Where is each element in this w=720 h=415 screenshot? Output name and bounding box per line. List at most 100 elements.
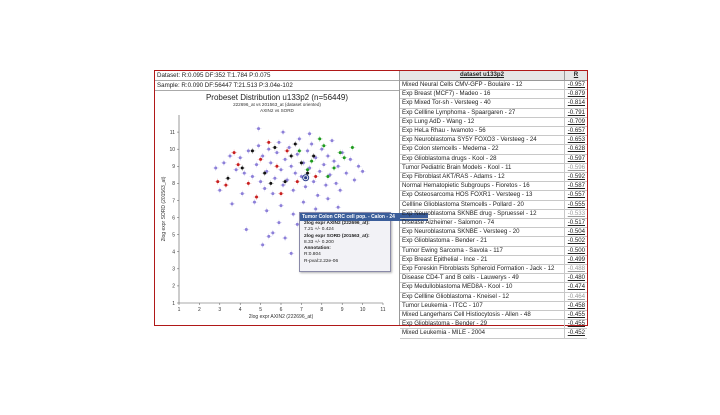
r-value-link[interactable]: -0.879: [564, 89, 587, 100]
r-value-link[interactable]: -0.957: [564, 80, 587, 91]
table-row[interactable]: Cellline Glioblastoma Stemcells - Pollar…: [400, 200, 587, 210]
table-row[interactable]: Exp Osteosarcoma HOS FOXR1 - Versteeg - …: [400, 190, 587, 201]
r-value-link[interactable]: -0.452: [564, 328, 587, 339]
table-row[interactable]: Exp Foreskin Fibroblasts Spheroid Format…: [400, 264, 587, 275]
dataset-name-cell[interactable]: Normal Hematopietic Subgroups - Fioretos…: [400, 181, 565, 192]
dataset-name-cell[interactable]: Exp Fibroblast AKT/RAS - Adams - 12: [400, 172, 565, 183]
r-value-link[interactable]: -0.587: [564, 181, 587, 192]
dataset-name-cell[interactable]: Exp HeLa Rhau - Iwamoto - 56: [400, 126, 565, 137]
column-header-dataset[interactable]: dataset u133p2: [400, 71, 565, 81]
r-value-link[interactable]: -0.628: [564, 144, 587, 155]
r-value-link[interactable]: -0.458: [564, 301, 587, 312]
dataset-name-cell[interactable]: Disease CD4-T and B cells - Lauwerys - 4…: [400, 273, 565, 284]
dataset-name-cell[interactable]: Tumor Ewing Sarcoma - Savola - 117: [400, 246, 565, 256]
table-row[interactable]: Mixed Leukemia - MILE - 2004 -0.452: [400, 328, 587, 339]
dataset-name-cell[interactable]: Exp Medulloblastoma MED8A - Kool - 10: [400, 282, 565, 293]
dataset-name-cell[interactable]: Disease Alzheimer - Salomon - 74: [400, 218, 565, 229]
table-row[interactable]: Tumor Leukemia - ITCC - 107 -0.458: [400, 301, 587, 312]
dataset-name-cell[interactable]: Mixed Neural Cells CMV-GFP - Boulaire - …: [400, 80, 565, 91]
table-row[interactable]: Exp Breast (MCF7) - Madeo - 16 -0.879: [400, 89, 587, 100]
table-row[interactable]: Exp Neuroblastoma SKNBE drug - Spruessel…: [400, 209, 587, 220]
r-value-link[interactable]: -0.597: [564, 154, 587, 164]
dataset-name-cell[interactable]: Exp Mixed Tor-sh - Versteeg - 40: [400, 98, 565, 109]
y-axis-label: 2log expr SORD (201563_at): [161, 176, 167, 241]
table-row[interactable]: Exp Breast Epithelial - Ince - 21 -0.499: [400, 255, 587, 266]
dataset-name-cell[interactable]: Exp Glioblastoma - Bender - 21: [400, 236, 565, 247]
dataset-name-cell[interactable]: Exp Neuroblastoma SKNBE drug - Spruessel…: [400, 209, 565, 220]
data-point: [312, 180, 316, 184]
data-point: [308, 166, 312, 170]
r-value-link[interactable]: -0.557: [564, 190, 587, 201]
x-tick-label: 10: [360, 307, 366, 313]
r-value-link[interactable]: -0.488: [564, 264, 587, 275]
table-row[interactable]: Mixed Langerhans Cell Histiocytosis - Al…: [400, 310, 587, 321]
r-value-link[interactable]: -0.474: [564, 282, 587, 293]
r-value-link[interactable]: -0.500: [564, 246, 587, 256]
r-value-link[interactable]: -0.533: [564, 209, 587, 220]
r-value-link[interactable]: -0.596: [564, 163, 587, 174]
r-value-link[interactable]: -0.653: [564, 135, 587, 146]
r-value-link[interactable]: -0.502: [564, 236, 587, 247]
r-value-link[interactable]: -0.814: [564, 98, 587, 109]
dataset-name-cell[interactable]: Tumor Leukemia - ITCC - 107: [400, 301, 565, 312]
data-point: [250, 175, 254, 179]
table-row[interactable]: Exp Neuroblastoma SKNBE - Versteeg - 20-…: [400, 227, 587, 238]
r-value-link[interactable]: -0.499: [564, 255, 587, 266]
dataset-name-cell[interactable]: Exp Osteosarcoma HOS FOXR1 - Versteeg - …: [400, 190, 565, 201]
table-row[interactable]: Exp Neuroblastoma SY5Y FOXO3 - Versteeg …: [400, 135, 587, 146]
r-value-link[interactable]: -0.480: [564, 273, 587, 284]
column-header-r[interactable]: R: [564, 71, 587, 81]
table-row[interactable]: Exp Glioblastoma - Bender - 21 -0.502: [400, 236, 587, 247]
table-row[interactable]: Exp Cellline Glioblastoma - Kneisel - 12…: [400, 292, 587, 302]
tooltip-y-label: 2log expr SORD (201563_at):: [304, 233, 370, 239]
r-value-link[interactable]: -0.657: [564, 126, 587, 137]
table-row[interactable]: Exp Glioblastoma drugs - Kool - 28 -0.597: [400, 154, 587, 164]
table-row[interactable]: Exp Colon stemcells - Medema - 22 -0.628: [400, 144, 587, 155]
dataset-name-cell[interactable]: Exp Foreskin Fibroblasts Spheroid Format…: [400, 264, 565, 275]
r-value-link[interactable]: -0.517: [564, 218, 587, 229]
table-row[interactable]: Tumor Ewing Sarcoma - Savola - 117 -0.500: [400, 246, 587, 256]
r-value-link[interactable]: -0.709: [564, 117, 587, 128]
r-value-link[interactable]: -0.592: [564, 172, 587, 183]
table-row[interactable]: Exp Glioblastoma - Bender - 29 -0.455: [400, 319, 587, 330]
table-row[interactable]: Disease Alzheimer - Salomon - 74 -0.517: [400, 218, 587, 229]
data-point: [295, 152, 299, 156]
dataset-name-cell[interactable]: Exp Glioblastoma - Bender - 29: [400, 319, 565, 330]
data-point-black: [226, 176, 230, 180]
data-point: [324, 183, 328, 187]
table-row[interactable]: Exp HeLa Rhau - Iwamoto - 56 -0.657: [400, 126, 587, 137]
dataset-name-cell[interactable]: Exp Neuroblastoma SKNBE - Versteeg - 20: [400, 227, 565, 238]
r-value-link[interactable]: -0.455: [564, 319, 587, 330]
table-row[interactable]: Tumor Pediatric Brain Models - Kool - 11…: [400, 163, 587, 174]
dataset-name-cell[interactable]: Tumor Pediatric Brain Models - Kool - 11: [400, 163, 565, 174]
dataset-name-cell[interactable]: Exp Neuroblastoma SY5Y FOXO3 - Versteeg …: [400, 135, 565, 146]
dataset-name-cell[interactable]: Exp Lung AdD - Wang - 12: [400, 117, 565, 128]
data-point: [244, 228, 248, 232]
dataset-name-cell[interactable]: Mixed Leukemia - MILE - 2004: [400, 328, 565, 339]
dataset-name-cell[interactable]: Exp Colon stemcells - Medema - 22: [400, 144, 565, 155]
data-point-red: [216, 180, 220, 184]
dataset-name-cell[interactable]: Exp Breast (MCF7) - Madeo - 16: [400, 89, 565, 100]
table-row[interactable]: Normal Hematopietic Subgroups - Fioretos…: [400, 181, 587, 192]
dataset-name-cell[interactable]: Exp Cellline Lymphoma - Spaargaren - 27: [400, 108, 565, 118]
r-value-link[interactable]: -0.455: [564, 310, 587, 321]
dataset-name-cell[interactable]: Exp Breast Epithelial - Ince - 21: [400, 255, 565, 266]
r-value-link[interactable]: -0.464: [564, 292, 587, 302]
table-row[interactable]: Mixed Neural Cells CMV-GFP - Boulaire - …: [400, 80, 587, 91]
r-value-link[interactable]: -0.504: [564, 227, 587, 238]
dataset-name-cell[interactable]: Mixed Langerhans Cell Histiocytosis - Al…: [400, 310, 565, 321]
dataset-name-cell[interactable]: Cellline Glioblastoma Stemcells - Pollar…: [400, 200, 565, 210]
table-row[interactable]: Exp Lung AdD - Wang - 12 -0.709: [400, 117, 587, 128]
dataset-name-cell[interactable]: Exp Cellline Glioblastoma - Kneisel - 12: [400, 292, 565, 302]
table-row[interactable]: Exp Fibroblast AKT/RAS - Adams - 12 -0.59…: [400, 172, 587, 183]
dataset-name-cell[interactable]: Exp Glioblastoma drugs - Kool - 28: [400, 154, 565, 164]
r-value-link[interactable]: -0.555: [564, 200, 587, 210]
data-point: [238, 156, 242, 160]
data-point-green: [338, 151, 342, 155]
table-row[interactable]: Exp Medulloblastoma MED8A - Kool - 10 -0.…: [400, 282, 587, 293]
table-row[interactable]: Exp Mixed Tor-sh - Versteeg - 40 -0.814: [400, 98, 587, 109]
table-row[interactable]: Exp Cellline Lymphoma - Spaargaren - 27-…: [400, 108, 587, 118]
table-row[interactable]: Disease CD4-T and B cells - Lauwerys - 4…: [400, 273, 587, 284]
r-value-link[interactable]: -0.791: [564, 108, 587, 118]
